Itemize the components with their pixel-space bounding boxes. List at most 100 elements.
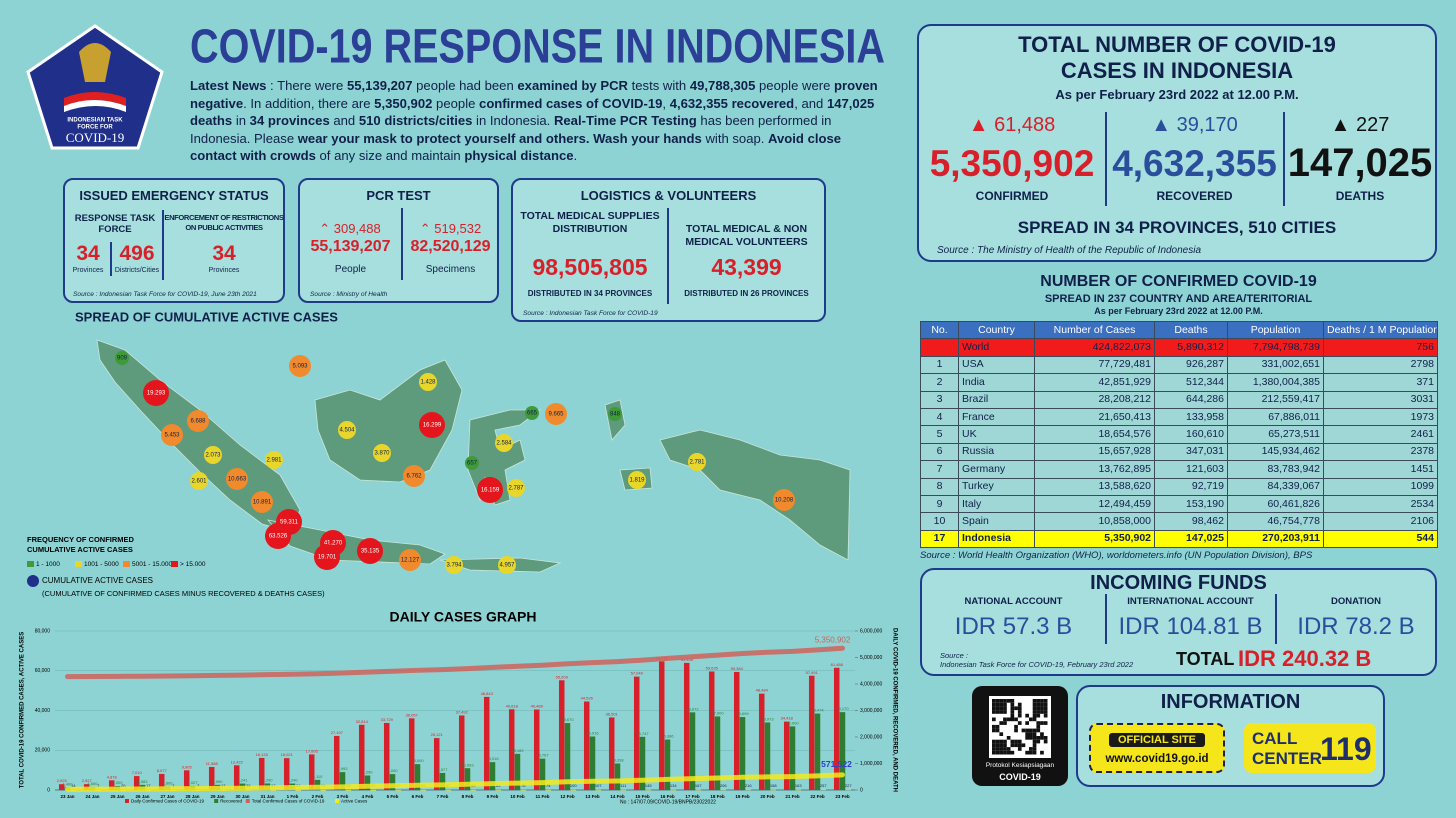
table-row: 3 Brazil 28,208,212 644,286 212,559,417 3031 bbox=[920, 390, 1438, 409]
logo: INDONESIAN TASK FORCE FOR COVID-19 bbox=[26, 24, 164, 150]
qr-module bbox=[1040, 699, 1044, 703]
news-segment: proven negative bbox=[190, 78, 878, 111]
value: 496 bbox=[119, 242, 155, 265]
divider bbox=[1283, 112, 1285, 206]
bar-label: 14 bbox=[71, 783, 76, 788]
total-value: IDR 240.32 B bbox=[1238, 646, 1372, 671]
bar-label: 57,049 bbox=[631, 671, 644, 676]
table-title: NUMBER OF CONFIRMED COVID-19 bbox=[1040, 273, 1317, 290]
table-cell: UK bbox=[958, 425, 1035, 444]
label: NATIONAL ACCOUNT bbox=[964, 596, 1063, 607]
bar-label: 1,600 bbox=[87, 781, 98, 786]
panel-title: INFORMATION bbox=[1160, 691, 1301, 713]
call-number: 119 bbox=[1320, 731, 1372, 767]
news-segment: : There were bbox=[266, 78, 347, 93]
bar bbox=[658, 661, 665, 790]
bar bbox=[58, 784, 65, 790]
line-series bbox=[65, 645, 845, 680]
table-cell: 5,350,902 bbox=[1034, 529, 1155, 549]
map-point-label: 5.453 bbox=[164, 433, 180, 439]
x-tick-label: 3 Feb bbox=[337, 794, 349, 799]
x-tick-label: 20 Feb bbox=[760, 794, 775, 799]
bar-label: 111 bbox=[620, 783, 627, 788]
logo-emblem bbox=[79, 43, 111, 82]
table-row: 1 USA 77,729,481 926,287 331,002,651 2798 bbox=[920, 355, 1438, 375]
bar-label: 38,474 bbox=[811, 708, 824, 713]
source: Source : The Ministry of Health of the R… bbox=[937, 245, 1202, 256]
table-cell: USA bbox=[958, 355, 1035, 375]
bar-label: 5,110 bbox=[313, 774, 323, 779]
table-cell: 371 bbox=[1323, 373, 1438, 392]
map-point-label: 10.663 bbox=[228, 477, 247, 483]
qr-module bbox=[1025, 728, 1029, 733]
map-point bbox=[226, 468, 248, 490]
qr-module bbox=[1025, 750, 1029, 755]
bar bbox=[820, 789, 827, 791]
panel-title: LOGISTICS & VOLUNTEERS bbox=[580, 188, 757, 203]
table-cell: 212,559,417 bbox=[1227, 390, 1324, 409]
qr-module bbox=[1032, 736, 1037, 740]
qr-box: Protokol Kesiapsiagaan COVID-19 bbox=[972, 686, 1068, 786]
qr-module bbox=[1006, 747, 1011, 751]
graph-title: DAILY CASES GRAPH bbox=[389, 609, 536, 625]
value: 5,350,902 bbox=[929, 143, 1095, 184]
qr-module bbox=[1040, 750, 1044, 755]
bar bbox=[595, 789, 602, 791]
table-cell: 60,461,826 bbox=[1227, 494, 1324, 514]
map-point bbox=[399, 549, 421, 571]
bar-label: 7 bbox=[172, 783, 175, 788]
official-site-button[interactable]: OFFICIAL SITE www.covid19.go.id bbox=[1089, 723, 1225, 773]
qr-module bbox=[999, 747, 1004, 751]
bar bbox=[233, 765, 240, 790]
bar bbox=[470, 789, 477, 791]
qr-module bbox=[999, 702, 1004, 707]
map-point bbox=[314, 544, 340, 570]
table-cell: 756 bbox=[1323, 338, 1438, 357]
x-tick-label: 19 Feb bbox=[735, 794, 750, 799]
label: TOTAL MEDICAL SUPPLIES DISTRIBUTION bbox=[520, 210, 660, 235]
call-text: CALL bbox=[1252, 729, 1298, 748]
news-segment: tests with bbox=[627, 78, 690, 93]
x-tick-label: 5 Feb bbox=[387, 794, 399, 799]
y2-axis-label: DAILY COVID-19 CONFIRMED, RECOVERED, AND… bbox=[891, 628, 897, 792]
logo-text: COVID-19 bbox=[66, 130, 125, 145]
delta: ⌃ 309,488 bbox=[319, 221, 381, 236]
table-cell: World bbox=[958, 338, 1035, 357]
bar-label: 163 bbox=[795, 783, 802, 788]
table-cell: India bbox=[958, 373, 1035, 392]
bar-label: 37,492 bbox=[456, 710, 469, 715]
qr-module bbox=[995, 706, 1000, 711]
table-cell: 2106 bbox=[1323, 512, 1438, 531]
map-point-label: 2.073 bbox=[205, 453, 221, 459]
bar-label: 33,973 bbox=[761, 717, 774, 722]
bar bbox=[508, 709, 515, 790]
news-segment: 510 districts/cities bbox=[358, 113, 473, 128]
bar-label: 15,767 bbox=[536, 753, 549, 758]
bar-label: 8,000 bbox=[387, 768, 398, 773]
legend-swatch bbox=[27, 561, 34, 567]
map-point bbox=[445, 556, 463, 574]
map-point-label: 2.781 bbox=[689, 460, 705, 466]
panel-title: PCR TEST bbox=[366, 188, 431, 203]
bar-label: 158 bbox=[770, 783, 777, 788]
bar-label: 13,000 bbox=[411, 758, 424, 763]
table-cell: 2534 bbox=[1323, 494, 1438, 514]
table-row: 7 Germany 13,762,895 121,603 83,783,942 1451 bbox=[920, 460, 1438, 479]
news-segment: 5,350,902 bbox=[374, 95, 433, 111]
table-cell: 512,344 bbox=[1154, 373, 1228, 392]
qr-module bbox=[1017, 713, 1022, 718]
panel-title: ISSUED EMERGENCY STATUS bbox=[79, 188, 269, 203]
bar-label: 145 bbox=[645, 783, 652, 788]
value: IDR 78.2 B bbox=[1297, 613, 1415, 640]
bar bbox=[670, 789, 677, 791]
qr-module bbox=[1014, 743, 1018, 748]
table-cell: 1 bbox=[920, 355, 959, 375]
qr-module bbox=[992, 699, 996, 703]
x-tick-label: 29 Jan bbox=[210, 794, 224, 799]
map-point-label: 2.787 bbox=[508, 486, 524, 492]
qr-module bbox=[1040, 702, 1044, 707]
bar bbox=[758, 693, 765, 790]
qr-module bbox=[1017, 710, 1022, 714]
qr-module bbox=[1043, 713, 1048, 718]
qr-module bbox=[1043, 706, 1048, 711]
